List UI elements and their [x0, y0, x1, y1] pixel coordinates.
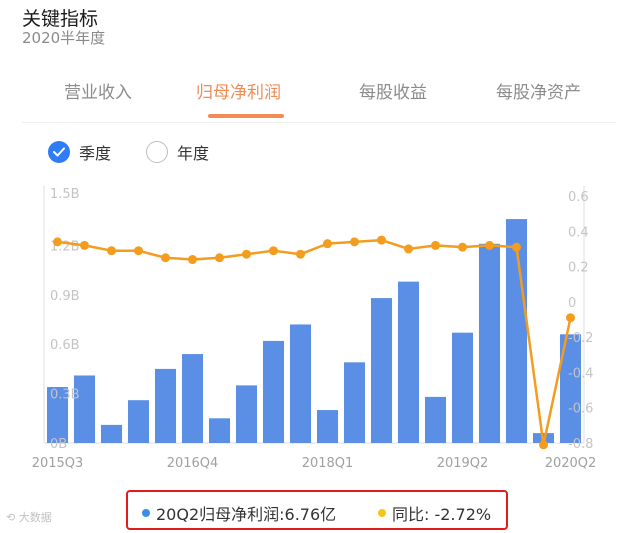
y-right-tick-label: -0.4: [568, 366, 593, 381]
page-subtitle: 2020半年度: [22, 29, 106, 47]
bar-2016Q3: [154, 368, 177, 443]
yoy-line: [57, 238, 572, 447]
bar-2018Q1: [316, 410, 339, 443]
yoy-point-2016Q4: [188, 255, 197, 265]
legend-net-profit: 20Q2归母净利润:6.76亿: [142, 501, 336, 525]
yoy-point-2019Q1: [431, 240, 440, 250]
watermark-text: 大数据: [18, 511, 52, 524]
y-right-tick-label: 0: [568, 296, 576, 311]
y-right-tick-label: -0.6: [568, 402, 593, 417]
y-left-tick-label: 0.6B: [50, 338, 80, 353]
bar-2017Q2: [235, 385, 258, 443]
watermark: ⟲ 大数据: [6, 509, 52, 525]
check-icon: [48, 141, 70, 163]
y-left-tick-label: 1.5B: [50, 187, 80, 202]
legend-yoy-text: 同比: -2.72%: [392, 505, 492, 524]
yoy-point-2015Q4: [80, 240, 89, 250]
bar-2016Q1: [100, 424, 123, 443]
bar-2019Q4: [505, 219, 528, 443]
quarterly-radio[interactable]: 季度: [48, 140, 111, 164]
y-left-tick-label: 0B: [50, 437, 67, 452]
y-right-tick-label: -0.8: [568, 437, 593, 452]
radio-empty-icon: [146, 141, 168, 163]
bar-2015Q4: [73, 375, 96, 443]
x-tick-label: 2018Q1: [302, 456, 354, 471]
page-title: 关键指标: [22, 8, 99, 30]
watermark-logo-icon: ⟲: [6, 511, 19, 524]
yoy-point-2018Q4: [404, 244, 413, 254]
yoy-point-2019Q4: [512, 242, 521, 252]
y-right-tick-label: 0.6: [568, 190, 589, 205]
yoy-point-2017Q4: [296, 249, 305, 259]
bar-2019Q2: [451, 332, 474, 443]
x-tick-label: 2019Q2: [437, 456, 489, 471]
bar-2015Q3: [46, 387, 69, 443]
yoy-point-2018Q1: [323, 239, 332, 249]
bar-2016Q2: [127, 400, 150, 443]
legend-yoy: 同比: -2.72%: [378, 501, 491, 525]
bar-2018Q2: [343, 362, 366, 443]
tab-revenue[interactable]: 营业收入: [64, 83, 132, 103]
bar-2019Q3: [478, 243, 501, 443]
yoy-point-2017Q3: [269, 246, 278, 256]
yoy-point-2019Q3: [485, 240, 494, 250]
yoy-point-2016Q1: [107, 246, 116, 256]
y-right-tick-label: 0.2: [568, 261, 589, 276]
yoy-point-2017Q2: [242, 249, 251, 259]
x-tick-label: 2016Q4: [167, 456, 219, 471]
bar-2019Q1: [424, 396, 447, 443]
bar-2017Q4: [289, 324, 312, 443]
chart-legend-highlight: 20Q2归母净利润:6.76亿 同比: -2.72%: [126, 490, 508, 530]
yoy-point-2018Q2: [350, 237, 359, 247]
yoy-point-2020Q2: [566, 313, 575, 323]
bar-2017Q1: [208, 418, 231, 443]
bar-2016Q4: [181, 354, 204, 443]
y-right-tick-label: 0.4: [568, 225, 589, 240]
yoy-point-2016Q2: [134, 246, 143, 256]
quarterly-label: 季度: [79, 144, 112, 163]
active-tab-indicator: [208, 114, 284, 118]
bar-2018Q3: [370, 298, 393, 443]
metric-tabs: 营业收入 归母净利润 每股收益 每股净资产: [22, 68, 616, 123]
yoy-point-2015Q3: [53, 237, 62, 247]
yoy-point-2020Q1: [539, 440, 548, 450]
yoy-point-2017Q1: [215, 253, 224, 263]
bar-2017Q3: [262, 340, 285, 443]
y-left-tick-label: 0.9B: [50, 289, 80, 304]
x-tick-label: 2015Q3: [32, 456, 84, 471]
yoy-point-2019Q2: [458, 242, 467, 252]
yoy-point-2018Q3: [377, 235, 386, 245]
tab-bvps[interactable]: 每股净资产: [496, 83, 581, 103]
bar-2020Q2: [559, 334, 582, 443]
legend-dot-blue: [142, 509, 150, 517]
legend-net-profit-text: 20Q2归母净利润:6.76亿: [156, 505, 337, 524]
y-left-tick-label: 0.3B: [50, 388, 80, 403]
annual-label: 年度: [177, 144, 210, 163]
tab-net-profit[interactable]: 归母净利润: [196, 83, 281, 103]
bar-2018Q4: [397, 281, 420, 443]
annual-radio[interactable]: 年度: [146, 140, 209, 164]
y-right-tick-label: -0.2: [568, 331, 593, 346]
tab-eps[interactable]: 每股收益: [359, 83, 427, 103]
legend-dot-yellow: [378, 509, 386, 517]
yoy-point-2016Q3: [161, 253, 170, 263]
x-tick-label: 2020Q2: [545, 456, 597, 471]
